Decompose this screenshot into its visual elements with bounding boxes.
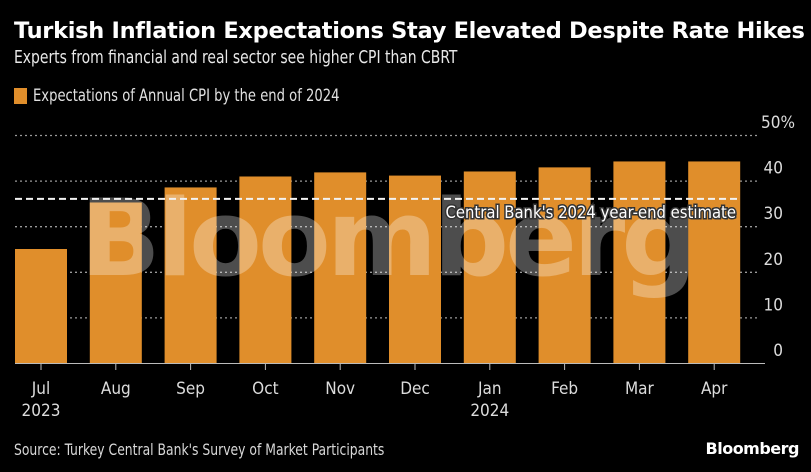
- source-note: Source: Turkey Central Bank's Survey of …: [14, 440, 385, 459]
- watermark: Bloomberg: [80, 177, 693, 300]
- gridlines: [15, 134, 758, 319]
- legend: Expectations of Annual CPI by the end of…: [14, 86, 389, 106]
- legend-swatch: [14, 88, 27, 104]
- bar: [538, 167, 591, 363]
- y-tick-label: 0: [773, 341, 783, 361]
- y-tick-label: 50%: [761, 113, 795, 133]
- chart-subtitle: Experts from financial and real sector s…: [14, 47, 458, 68]
- bar: [613, 161, 666, 363]
- bar: [463, 171, 516, 363]
- y-tick-label: 10: [764, 295, 783, 315]
- bars: [15, 161, 741, 363]
- bar: [15, 249, 67, 363]
- bar: [314, 172, 367, 363]
- bar: [239, 176, 292, 363]
- x-tick-label: Nov: [325, 379, 355, 399]
- x-tick-label: Feb: [551, 379, 578, 399]
- bar: [389, 175, 441, 363]
- reference-line-label: Central Bank's 2024 year-end estimate: [446, 203, 736, 222]
- x-tick-label: Sep: [176, 379, 205, 399]
- bar: [89, 202, 142, 363]
- x-tick-label: Apr: [701, 379, 728, 399]
- bar: [164, 187, 217, 363]
- x-tick-year-label: 2024: [470, 401, 509, 421]
- bloomberg-logo: Bloomberg: [705, 439, 800, 458]
- x-tick-label: Jul: [31, 379, 50, 399]
- x-tick-label: Dec: [400, 379, 430, 399]
- y-tick-label: 20: [764, 250, 783, 270]
- reference-line-group: Central Bank's 2024 year-end estimate: [15, 197, 738, 223]
- chart-title: Turkish Inflation Expectations Stay Elev…: [14, 18, 805, 44]
- x-tick-year-label: 2023: [22, 401, 61, 421]
- x-tick-label: Oct: [252, 379, 278, 399]
- y-tick-label: 40: [764, 159, 783, 179]
- legend-label: Expectations of Annual CPI by the end of…: [33, 86, 340, 106]
- x-tick-label: Mar: [625, 379, 655, 399]
- x-tick-label: Jan: [477, 379, 502, 399]
- x-tick-label: Aug: [101, 379, 131, 399]
- y-axis: 0 10 20 30 40 50%: [761, 113, 795, 361]
- y-tick-label: 30: [764, 204, 783, 224]
- bar: [688, 161, 741, 363]
